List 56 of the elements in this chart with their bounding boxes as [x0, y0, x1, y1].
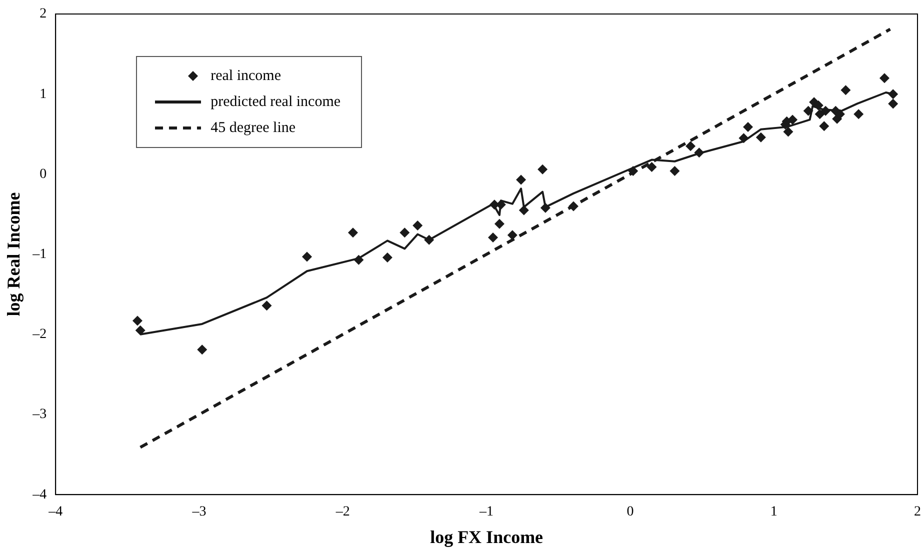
point — [494, 218, 504, 229]
point — [400, 228, 410, 238]
y-tick-label: –4 — [32, 487, 47, 502]
point — [788, 114, 798, 125]
point — [262, 300, 272, 311]
point — [197, 344, 208, 355]
point — [354, 254, 364, 265]
x-tick-label: 0 — [626, 504, 634, 520]
point — [382, 252, 392, 263]
legend-label: 45 degree line — [210, 120, 296, 136]
point — [540, 202, 550, 213]
point — [412, 220, 423, 230]
point — [783, 126, 794, 137]
y-axis-title: log Real Income — [3, 192, 24, 316]
point — [686, 141, 696, 152]
y-tick-label: 2 — [40, 6, 47, 22]
point — [820, 106, 831, 116]
x-tick-label: –1 — [478, 504, 494, 520]
point — [516, 174, 526, 185]
point — [742, 122, 753, 132]
x-tick-label: –3 — [191, 504, 206, 520]
x-tick-label: –2 — [334, 504, 350, 520]
legend-label: predicted real income — [210, 94, 341, 110]
x-tick-label: 1 — [770, 504, 778, 520]
point — [135, 325, 146, 336]
y-tick-label: –1 — [32, 246, 47, 262]
y-tick-label: –3 — [32, 407, 47, 422]
point — [568, 201, 578, 212]
y-tick-label: 0 — [40, 166, 47, 182]
point — [302, 252, 312, 262]
point — [628, 166, 638, 176]
point — [814, 109, 825, 120]
point — [840, 85, 851, 96]
point — [803, 106, 814, 116]
x-axis-title: log FX Income — [430, 526, 544, 547]
y-tick-label: –2 — [32, 327, 47, 342]
point — [507, 230, 518, 240]
point — [694, 148, 704, 158]
point — [819, 121, 830, 132]
point — [888, 98, 898, 109]
point — [488, 232, 498, 242]
point — [879, 73, 890, 84]
point — [538, 164, 548, 174]
point — [348, 228, 358, 238]
point — [132, 316, 142, 326]
point — [756, 132, 766, 142]
point — [518, 205, 529, 216]
point — [888, 89, 898, 100]
y-tick-label: 1 — [40, 86, 47, 102]
legend-label: real income — [210, 68, 281, 84]
x-tick-label: 2 — [914, 504, 921, 520]
point — [424, 234, 434, 245]
point — [738, 133, 749, 144]
point — [670, 166, 680, 176]
point — [646, 162, 657, 172]
point — [854, 109, 864, 120]
